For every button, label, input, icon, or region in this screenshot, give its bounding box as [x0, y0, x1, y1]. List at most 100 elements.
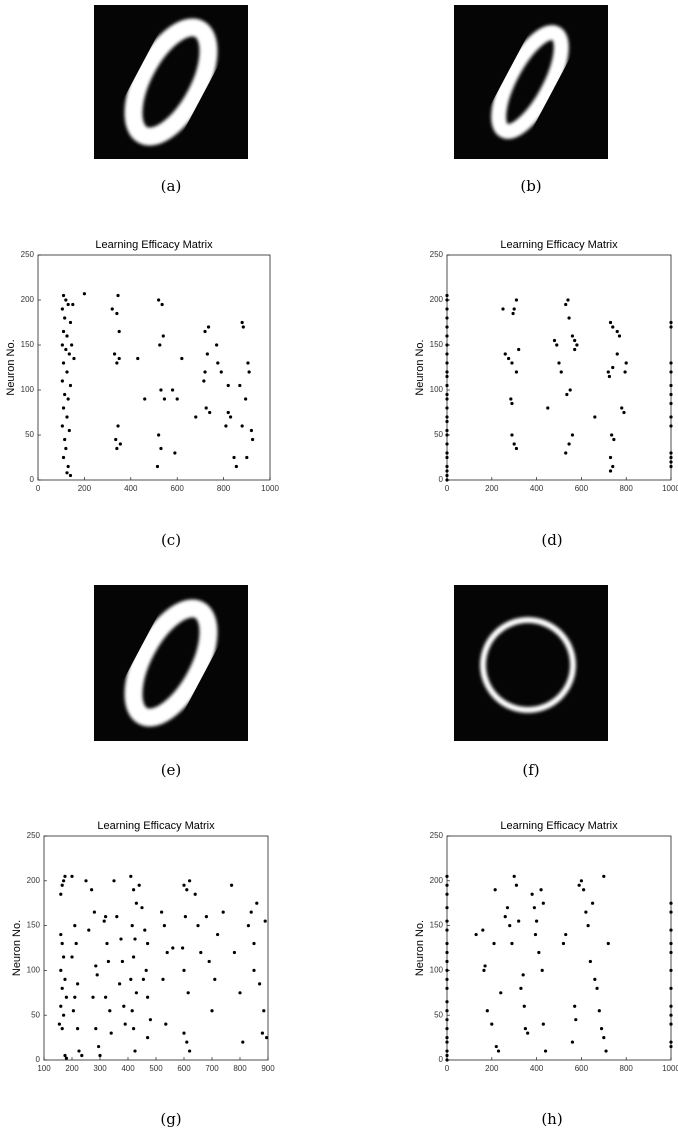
x-tick-label: 400: [121, 1064, 135, 1073]
point: [62, 1014, 65, 1017]
point: [235, 465, 238, 468]
point: [526, 1032, 529, 1035]
point: [445, 397, 448, 400]
point: [669, 325, 672, 328]
plot-area: [447, 836, 671, 1060]
x-tick-label: 500: [149, 1064, 163, 1073]
point: [517, 920, 520, 923]
point: [238, 991, 241, 994]
point: [669, 456, 672, 459]
point: [445, 451, 448, 454]
point: [87, 928, 90, 931]
point: [97, 1045, 100, 1048]
point: [445, 987, 448, 990]
point: [511, 312, 514, 315]
point: [445, 316, 448, 319]
point: [113, 352, 116, 355]
x-tick-label: 400: [530, 1064, 544, 1073]
point: [612, 438, 615, 441]
point: [72, 357, 75, 360]
point: [61, 424, 64, 427]
point: [506, 906, 509, 909]
y-tick-label: 0: [439, 475, 444, 484]
point: [232, 456, 235, 459]
caption: (c): [161, 531, 181, 549]
point: [445, 442, 448, 445]
point: [669, 361, 672, 364]
x-tick-label: 200: [78, 484, 92, 493]
point: [567, 442, 570, 445]
point: [62, 406, 65, 409]
point: [510, 942, 513, 945]
point: [65, 370, 68, 373]
point: [160, 911, 163, 914]
point: [600, 1027, 603, 1030]
point: [118, 330, 121, 333]
point: [94, 1027, 97, 1030]
point: [610, 433, 613, 436]
point: [611, 465, 614, 468]
point: [158, 343, 161, 346]
x-tick-label: 600: [171, 484, 185, 493]
y-tick-label: 0: [36, 1055, 41, 1064]
caption: (f): [522, 761, 539, 779]
point: [573, 339, 576, 342]
point: [143, 397, 146, 400]
plot-area: [44, 836, 268, 1060]
point: [573, 1005, 576, 1008]
point: [182, 884, 185, 887]
point: [522, 973, 525, 976]
x-tick-label: 600: [575, 1064, 589, 1073]
point: [490, 1023, 493, 1026]
point: [501, 307, 504, 310]
point: [135, 991, 138, 994]
point: [669, 942, 672, 945]
point: [445, 875, 448, 878]
point: [73, 924, 76, 927]
point: [203, 370, 206, 373]
point: [575, 343, 578, 346]
x-tick-label: 0: [36, 484, 41, 493]
x-tick-label: 800: [620, 484, 634, 493]
point: [553, 339, 556, 342]
point: [445, 465, 448, 468]
point: [227, 384, 230, 387]
point: [181, 946, 184, 949]
digit-image: [94, 5, 248, 159]
point: [65, 996, 68, 999]
point: [607, 370, 610, 373]
y-tick-label: 200: [27, 876, 41, 885]
x-tick-label: 0: [445, 484, 450, 493]
digit-image: [454, 585, 608, 741]
point: [537, 951, 540, 954]
point: [146, 996, 149, 999]
point: [508, 924, 511, 927]
y-axis-label: Neuron No.: [5, 339, 17, 395]
point: [84, 879, 87, 882]
point: [185, 888, 188, 891]
point: [515, 298, 518, 301]
y-tick-label: 100: [430, 385, 444, 394]
point: [531, 893, 534, 896]
point: [534, 933, 537, 936]
point: [602, 875, 605, 878]
point: [593, 415, 596, 418]
point: [62, 294, 65, 297]
point: [445, 1054, 448, 1057]
digit-image: [94, 585, 248, 741]
point: [445, 942, 448, 945]
point: [252, 942, 255, 945]
point: [59, 933, 62, 936]
point: [445, 1058, 448, 1061]
point: [445, 325, 448, 328]
point: [124, 1023, 127, 1026]
point: [669, 1005, 672, 1008]
point: [159, 447, 162, 450]
point: [582, 888, 585, 891]
point: [595, 987, 598, 990]
point: [564, 933, 567, 936]
point: [196, 924, 199, 927]
point: [445, 920, 448, 923]
point: [623, 370, 626, 373]
